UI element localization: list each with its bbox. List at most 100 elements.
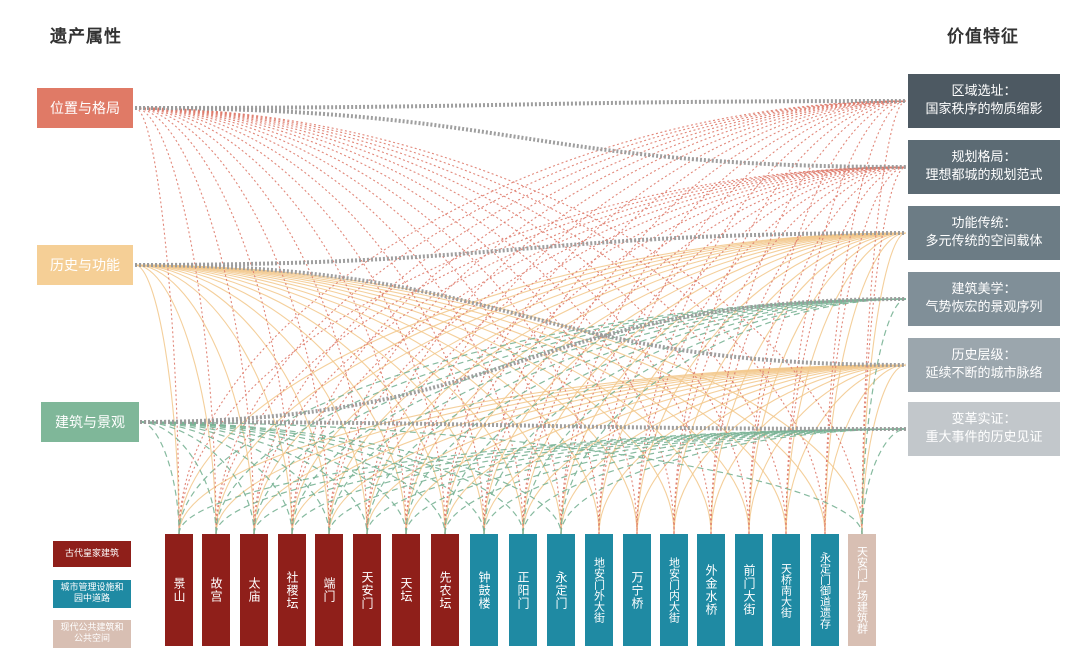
site-label: 太庙 [247, 577, 261, 603]
link-site-value [483, 298, 907, 535]
link-site-value [710, 166, 907, 535]
link-a2-site [139, 421, 485, 535]
value-node-4: 建筑美学： 气势恢宏的景观序列 [908, 272, 1060, 326]
site-label: 端门 [322, 577, 336, 603]
link-a1-site [134, 264, 330, 535]
link-site-value [673, 166, 907, 535]
link-site-value [253, 298, 907, 535]
link-site-value [861, 428, 907, 535]
link-a1-site [134, 264, 562, 535]
link-a1-site [134, 264, 293, 535]
link-site-value [785, 100, 907, 535]
link-attribute-value [139, 297, 907, 424]
link-site-value [824, 232, 907, 535]
link-site-value [636, 364, 907, 535]
site-node-10: 正阳门 [509, 534, 537, 646]
value-desc: 延续不断的城市脉络 [925, 366, 1043, 381]
attribute-label: 历史与功能 [50, 258, 120, 274]
link-site-value [328, 166, 907, 535]
link-attribute-value [134, 231, 907, 267]
attribute-label: 建筑与景观 [55, 415, 125, 431]
link-site-value [748, 100, 907, 535]
legend-modern: 现代公共建筑和公共空间 [53, 620, 131, 648]
link-a2-site [139, 421, 863, 535]
legend-imperial-label: 古代皇家建筑 [64, 548, 119, 559]
link-a2-site [139, 421, 407, 535]
link-site-value [291, 100, 907, 535]
link-site-value [710, 364, 907, 535]
link-site-value [328, 298, 907, 535]
link-a2-site [139, 421, 180, 535]
link-site-value [560, 232, 907, 535]
link-site-value [444, 364, 907, 535]
link-site-value [483, 364, 907, 535]
legend-imperial: 古代皇家建筑 [53, 541, 131, 567]
attribute-node-3: 建筑与景观 [41, 402, 139, 442]
link-a0-site [134, 107, 217, 535]
link-site-value [861, 100, 907, 535]
link-site-value [522, 428, 907, 535]
link-site-value [291, 298, 907, 535]
value-desc: 气势恢宏的景观序列 [925, 300, 1043, 315]
link-site-value [328, 232, 907, 535]
link-site-value [366, 298, 907, 535]
link-site-value [366, 364, 907, 535]
link-site-value [785, 166, 907, 535]
site-label: 钟鼓楼 [477, 570, 491, 610]
value-title: 变革实证： [951, 412, 1017, 427]
link-a0-site [134, 107, 712, 535]
link-site-value [522, 100, 907, 535]
link-a1-site [134, 264, 180, 535]
link-site-value [291, 166, 907, 535]
link-a2-site [139, 421, 330, 535]
value-node-2: 规划格局： 理想都城的规划范式 [908, 140, 1060, 194]
site-label: 外金水桥 [704, 564, 718, 616]
site-node-2: 故宫 [202, 534, 230, 646]
site-label: 故宫 [209, 577, 223, 603]
site-label: 社稷坛 [285, 570, 299, 610]
site-label: 永定门 [554, 570, 568, 610]
value-desc: 国家秩序的物质缩影 [925, 102, 1043, 117]
link-site-value [861, 166, 907, 535]
site-node-16: 前门大街 [735, 534, 763, 646]
site-label: 先农坛 [438, 570, 452, 610]
link-site-value [253, 364, 907, 535]
link-site-value [636, 100, 907, 535]
link-site-value [405, 364, 907, 535]
link-site-value [522, 298, 907, 535]
site-node-15: 外金水桥 [697, 534, 725, 646]
site-node-14: 地安门内大街 [660, 534, 688, 646]
value-title: 区域选址： [951, 84, 1017, 99]
site-label: 天坛 [399, 577, 413, 603]
legend-urban-label: 城市管理设施和园中道路 [60, 583, 124, 604]
link-site-value [328, 428, 907, 535]
link-site-value [560, 166, 907, 535]
link-a2-site [139, 421, 255, 535]
link-site-value [178, 298, 907, 535]
site-label: 万宁桥 [630, 570, 644, 610]
link-attribute-value [134, 263, 907, 367]
link-site-value [785, 364, 907, 535]
site-node-12: 地安门外大街 [585, 534, 613, 646]
value-title: 历史层级： [951, 348, 1017, 363]
site-node-7: 天坛 [392, 534, 420, 646]
site-label: 地安门外大街 [592, 557, 606, 623]
link-site-value [673, 364, 907, 535]
link-a2-site [139, 421, 368, 535]
value-title: 功能传统： [951, 216, 1017, 231]
link-site-value [405, 166, 907, 535]
link-attribute-value [134, 99, 907, 110]
link-site-value [253, 428, 907, 535]
link-site-value [598, 364, 907, 535]
link-site-value [291, 428, 907, 535]
site-node-5: 端门 [315, 534, 343, 646]
link-site-value [636, 166, 907, 535]
link-site-value [483, 232, 907, 535]
link-site-value [405, 298, 907, 535]
site-node-17: 天桥南大街 [772, 534, 800, 646]
right-header: 价值特征 [947, 27, 1019, 47]
link-a0-site [134, 107, 255, 535]
link-site-value [861, 232, 907, 535]
